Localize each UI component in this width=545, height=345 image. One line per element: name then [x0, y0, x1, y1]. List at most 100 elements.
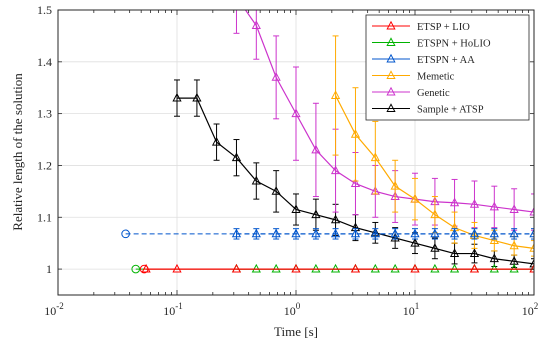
data-point — [529, 243, 534, 252]
y-tick-label: 1.3 — [37, 107, 52, 121]
legend-item: Sample + ATSP — [372, 103, 484, 115]
data-point — [311, 228, 321, 238]
legend-marker — [386, 53, 396, 63]
data-point — [330, 165, 341, 175]
data-point — [271, 186, 281, 195]
legend-item: ETSP + LIO — [372, 20, 470, 33]
data-point — [330, 90, 341, 99]
data-point — [529, 258, 534, 268]
data-point — [231, 263, 242, 273]
data-point — [251, 228, 261, 238]
data-point — [330, 263, 341, 273]
data-point — [231, 152, 242, 162]
data-point — [469, 248, 480, 257]
data-point — [231, 263, 242, 273]
x-tick-label: 101 — [403, 301, 420, 318]
data-point — [370, 228, 380, 238]
data-point — [410, 228, 420, 238]
y-tick-label: 1.4 — [37, 55, 52, 69]
data-point — [271, 263, 281, 273]
data-point — [350, 228, 361, 238]
legend-item: ETSPN + HoLIO — [372, 37, 491, 49]
data-point — [271, 72, 281, 81]
legend-marker — [386, 20, 396, 30]
data-point — [449, 197, 460, 207]
data-point — [410, 237, 420, 247]
data-point — [350, 263, 361, 273]
y-tick-label: 1 — [46, 262, 52, 276]
data-point — [390, 232, 400, 242]
start-marker — [121, 229, 130, 239]
data-point — [211, 136, 222, 146]
legend-label: ETSP + LIO — [417, 22, 470, 33]
data-point — [330, 214, 341, 224]
y-axis-label: Relative length of the solution — [10, 73, 25, 231]
y-tick-label: 1.5 — [37, 3, 52, 17]
data-point — [449, 248, 460, 257]
legend-item: Genetic — [372, 86, 450, 99]
legend-label: ETSPN + HoLIO — [417, 38, 491, 49]
data-point — [251, 20, 261, 29]
data-point — [291, 204, 301, 213]
data-point — [311, 144, 321, 154]
data-point — [172, 92, 182, 102]
data-point — [390, 180, 400, 190]
series-layer — [121, 10, 534, 274]
data-point — [251, 175, 261, 185]
legend: ETSP + LIO ETSPN + HoLIO ETSPN + AA Memetic… — [365, 14, 530, 121]
series-line — [244, 10, 534, 213]
data-point — [469, 199, 480, 208]
legend-item: ETSPN + AA — [372, 53, 475, 66]
legend-label: Genetic — [417, 88, 450, 99]
data-point — [311, 209, 321, 219]
series-clip-group — [121, 10, 534, 274]
data-point — [370, 152, 380, 162]
series-etsp-lio — [139, 263, 534, 274]
data-point — [449, 263, 460, 273]
x-tick-label: 10-1 — [163, 301, 183, 318]
x-tick-label: 10-2 — [44, 301, 64, 318]
data-point — [430, 243, 440, 252]
data-point — [251, 263, 261, 273]
legend-label: Sample + ATSP — [417, 104, 484, 115]
legend-marker — [386, 103, 396, 112]
legend-marker — [386, 37, 396, 46]
x-tick-label: 100 — [284, 301, 301, 318]
start-marker — [131, 264, 141, 274]
data-point — [390, 263, 400, 273]
y-tick-label: 1.2 — [37, 158, 52, 172]
data-point — [350, 263, 361, 273]
data-point — [192, 92, 202, 102]
data-point — [430, 228, 440, 238]
data-point — [449, 228, 460, 238]
data-point — [410, 193, 420, 203]
data-point — [469, 263, 480, 273]
data-point — [489, 201, 499, 211]
legend-marker — [386, 70, 396, 79]
data-point — [489, 228, 499, 238]
data-point — [410, 263, 420, 273]
data-point — [291, 263, 301, 273]
data-point — [509, 240, 519, 250]
series-genetic — [233, 10, 534, 231]
data-point — [509, 228, 519, 238]
data-point — [271, 228, 281, 238]
data-point — [529, 206, 534, 216]
legend-item: Memetic — [372, 70, 455, 82]
data-point — [430, 263, 440, 273]
x-axis-label: Time [s] — [274, 324, 318, 339]
data-point — [330, 228, 341, 238]
data-point — [489, 263, 499, 273]
legend-label: ETSPN + AA — [417, 55, 475, 66]
data-point — [469, 263, 480, 273]
data-point — [370, 263, 380, 273]
data-point — [291, 108, 301, 118]
data-point — [509, 204, 519, 213]
data-point — [311, 263, 321, 273]
data-point — [172, 263, 182, 273]
data-point — [509, 263, 519, 273]
data-point — [529, 228, 534, 238]
data-point — [489, 235, 499, 245]
data-point — [350, 178, 361, 188]
